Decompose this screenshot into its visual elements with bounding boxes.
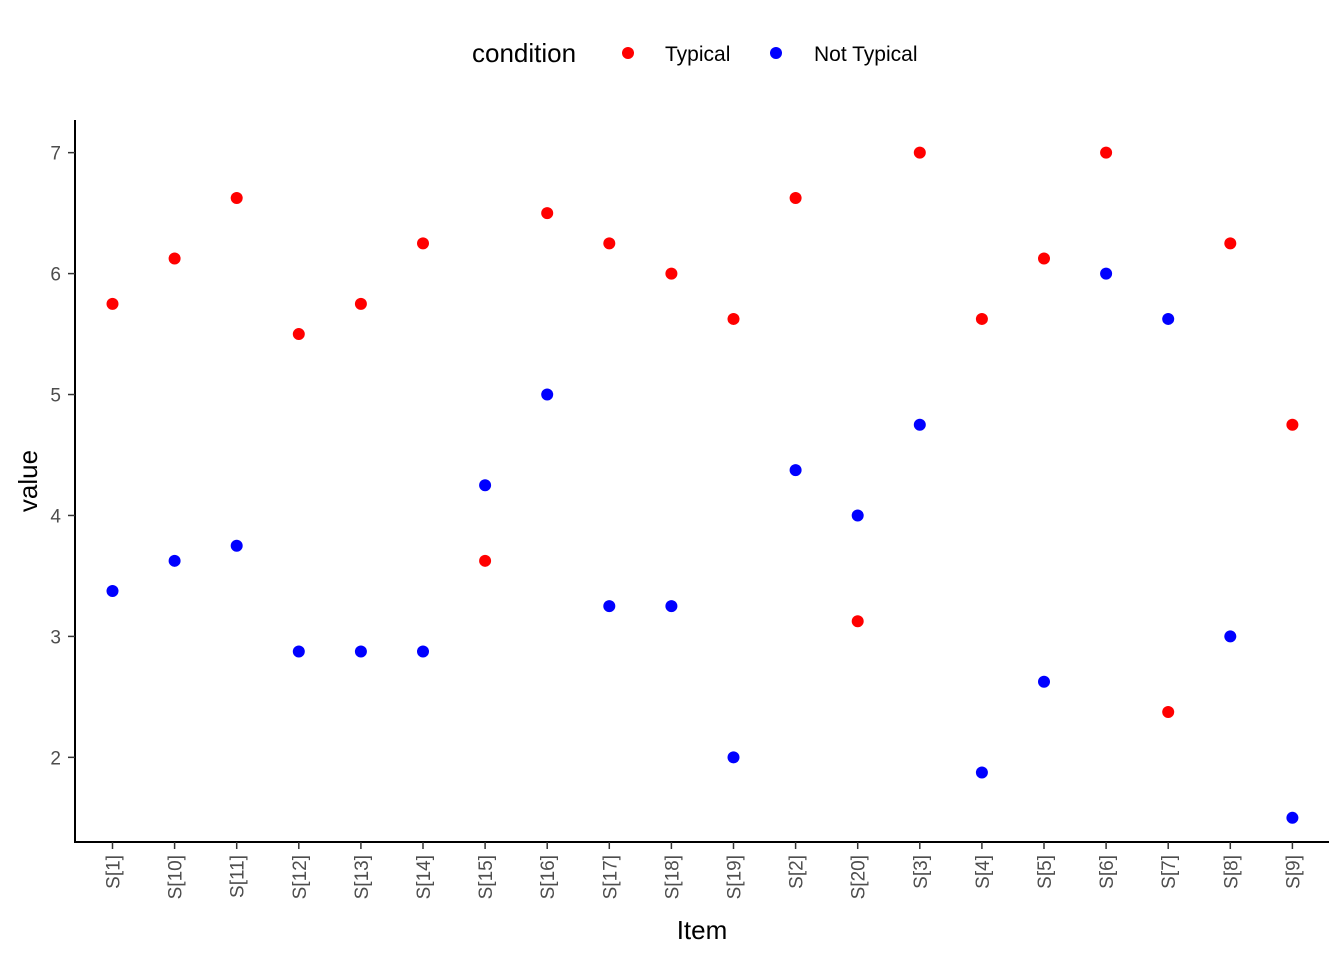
data-point-not-typical: [230, 539, 243, 552]
x-tick-label: S[20]: [849, 855, 870, 899]
x-tick-label: S[4]: [973, 855, 994, 889]
legend: condition Typical Not Typical: [472, 38, 918, 68]
legend-marker-not-typical: [770, 47, 782, 59]
data-point-typical: [851, 615, 864, 628]
data-point-typical: [106, 297, 119, 310]
data-point-typical: [1038, 252, 1050, 265]
x-tick-label: S[17]: [600, 855, 621, 899]
data-point-not-typical: [479, 479, 492, 492]
data-point-not-typical: [603, 600, 616, 613]
data-point-typical: [541, 207, 554, 220]
data-point-not-typical: [106, 585, 119, 598]
data-point-typical: [975, 312, 988, 325]
data-point-not-typical: [851, 509, 864, 522]
x-axis-title: Item: [677, 915, 728, 945]
x-tick-label: S[12]: [290, 855, 311, 899]
x-tick-label: S[14]: [414, 855, 435, 899]
data-point-typical: [603, 237, 616, 250]
x-tick-label: S[16]: [538, 855, 559, 899]
data-point-not-typical: [1038, 675, 1050, 688]
y-tick-label: 7: [50, 144, 61, 165]
x-tick-label: S[8]: [1221, 855, 1242, 889]
data-point-not-typical: [1162, 312, 1175, 325]
data-point-typical: [913, 146, 926, 159]
data-point-not-typical: [292, 645, 305, 658]
data-point-not-typical: [541, 388, 554, 401]
x-tick-label: S[11]: [228, 855, 249, 898]
legend-title: condition: [472, 38, 576, 68]
data-point-typical: [417, 237, 429, 250]
data-point-not-typical: [789, 464, 802, 477]
x-tick-label: S[13]: [352, 855, 373, 899]
data-points: [106, 146, 1299, 824]
y-tick-label: 2: [50, 748, 61, 769]
legend-marker-typical: [622, 47, 634, 59]
data-point-not-typical: [727, 751, 740, 764]
x-tick-label: S[7]: [1159, 855, 1180, 889]
data-point-not-typical: [1224, 630, 1237, 643]
y-tick-label: 3: [50, 627, 61, 648]
x-tick-label: S[2]: [787, 855, 808, 889]
y-axis-title: value: [13, 450, 43, 512]
data-point-not-typical: [975, 766, 988, 779]
data-point-typical: [230, 192, 243, 205]
y-tick-label: 4: [50, 506, 61, 527]
data-point-typical: [1162, 705, 1175, 718]
data-point-not-typical: [1100, 267, 1113, 280]
data-point-typical: [479, 554, 492, 567]
x-tick-label: S[3]: [911, 855, 932, 889]
data-point-typical: [789, 192, 802, 205]
legend-label-not-typical: Not Typical: [814, 43, 918, 66]
x-tick-label: S[1]: [104, 855, 125, 889]
x-tick-label: S[5]: [1035, 855, 1056, 889]
x-tick-label: S[19]: [725, 855, 746, 899]
legend-label-typical: Typical: [665, 43, 730, 66]
x-tick-label: S[9]: [1283, 855, 1304, 889]
x-tick-label: S[10]: [166, 855, 187, 899]
data-point-not-typical: [354, 645, 367, 658]
data-point-typical: [665, 267, 678, 280]
y-tick-label: 5: [50, 386, 61, 407]
x-axis-ticks: S[1] S[10] S[11] S[12] S[13] S[14] S[15] S[16] S…: [104, 842, 1304, 899]
data-point-not-typical: [1286, 811, 1299, 824]
data-point-not-typical: [168, 554, 181, 567]
data-point-typical: [1100, 146, 1113, 159]
data-point-typical: [292, 328, 305, 341]
data-point-not-typical: [417, 645, 429, 658]
data-point-typical: [727, 312, 740, 325]
data-point-not-typical: [913, 418, 926, 431]
y-axis-ticks: 2 3 4 5 6 7: [50, 144, 75, 769]
data-point-typical: [168, 252, 181, 265]
y-tick-label: 6: [50, 265, 61, 286]
x-tick-label: S[18]: [662, 855, 683, 899]
data-point-typical: [354, 297, 367, 310]
data-point-not-typical: [665, 600, 678, 613]
data-point-typical: [1286, 418, 1299, 431]
x-tick-label: S[6]: [1097, 855, 1118, 889]
data-point-typical: [1224, 237, 1237, 250]
x-tick-label: S[15]: [476, 855, 497, 899]
